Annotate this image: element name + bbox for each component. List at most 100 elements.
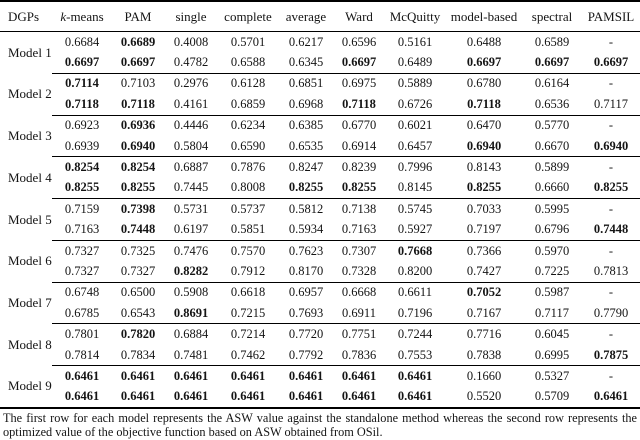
table-cell: 0.5899 <box>522 156 582 178</box>
table-cell: 0.7114 <box>52 72 112 95</box>
table-cell: 0.5709 <box>534 389 570 404</box>
table-cell: 0.5889 <box>384 72 446 95</box>
table-cell: 0.4446 <box>164 114 218 136</box>
table-row: 0.6461 0.6461 0.6461 0.6461 0.6461 0.6461 0.64… <box>0 387 640 408</box>
table-cell: - <box>582 114 640 136</box>
table-cell: 0.6697 <box>466 55 502 70</box>
table-cell: 0.6859 <box>230 96 266 111</box>
table-cell: 0.5987 <box>522 281 582 304</box>
table-cell: 0.6045 <box>522 323 582 345</box>
table-cell: 0.6457 <box>397 138 433 153</box>
table-cell: 0.6543 <box>120 305 156 320</box>
table-cell: 0.6618 <box>218 281 278 304</box>
table-cell: 0.7693 <box>288 305 324 320</box>
table-row: 0.6785 0.6543 0.8691 0.7215 0.7693 0.6911 0.71… <box>0 303 640 324</box>
table-cell: 0.8255 <box>120 180 156 195</box>
table-cell: 0.7912 <box>230 263 266 278</box>
table-cell: 0.5745 <box>384 198 446 220</box>
table-cell: 0.6670 <box>534 138 570 153</box>
table-cell: 0.7197 <box>466 222 502 237</box>
table-cell: 0.6611 <box>384 281 446 304</box>
model-group: Model 7 0.6748 0.6500 0.5908 0.6618 0.6957 0.6… <box>0 281 640 324</box>
table-cell: 0.7103 <box>112 72 164 95</box>
table-cell: 0.7876 <box>218 156 278 178</box>
column-header: PAM <box>112 1 164 32</box>
table-cell: 0.7328 <box>341 263 377 278</box>
table-cell: 0.6697 <box>593 55 629 70</box>
table-cell: 0.8143 <box>446 156 522 178</box>
table-cell: 0.5161 <box>397 34 433 49</box>
table-row: Model 6 0.7327 0.7325 0.7476 0.7570 0.7623 0.7… <box>0 239 640 268</box>
table-row: Model 8 0.7801 0.7820 0.6884 0.7214 0.7720 0.7… <box>0 323 640 352</box>
table-cell: 0.7716 <box>446 323 522 345</box>
table-cell: 0.7215 <box>230 305 266 320</box>
table-cell: 0.7327 <box>64 263 100 278</box>
table-cell: 0.6488 <box>466 34 502 49</box>
model-label: Model 6 <box>8 253 52 269</box>
table-cell: 0.6500 <box>112 281 164 304</box>
table-cell: - <box>582 239 640 262</box>
table-cell: 0.7163 <box>64 222 100 237</box>
table-cell: 0.6197 <box>173 222 209 237</box>
table-cell: - <box>582 156 640 178</box>
table-cell: 0.8247 <box>278 156 334 178</box>
table-cell: 0.8255 <box>341 180 377 195</box>
table-row: Model 7 0.6748 0.6500 0.5908 0.6618 0.6957 0.6… <box>0 281 640 310</box>
table-cell: 0.6234 <box>218 114 278 136</box>
table-cell: 0.6697 <box>534 55 570 70</box>
table-cell: 0.7838 <box>466 347 502 362</box>
table-cell: 0.6697 <box>341 55 377 70</box>
table-cell: 0.5804 <box>173 138 209 153</box>
table-cell: 0.7052 <box>446 281 522 304</box>
table-cell: 0.5701 <box>230 34 266 49</box>
table-cell: 0.7366 <box>446 239 522 262</box>
table-cell: 0.7875 <box>593 347 629 362</box>
table-cell: 0.5995 <box>522 198 582 220</box>
table-cell: 0.4161 <box>173 96 209 111</box>
table-cell: 0.7668 <box>384 239 446 262</box>
table-cell: 0.7196 <box>397 305 433 320</box>
table-row: 0.6697 0.6697 0.4782 0.6588 0.6345 0.6697 0.64… <box>0 52 640 73</box>
table-cell: 0.6697 <box>64 55 100 70</box>
table-cell: 0.7570 <box>218 239 278 262</box>
table-row: 0.7163 0.7448 0.6197 0.5851 0.5934 0.7163 0.59… <box>0 220 640 241</box>
table-cell: 0.6461 <box>288 389 324 404</box>
table-cell: - <box>608 34 614 49</box>
table-cell: 0.6770 <box>334 114 384 136</box>
table-cell: 0.5927 <box>397 222 433 237</box>
column-header: single <box>164 1 218 32</box>
model-group: Model 8 0.7801 0.7820 0.6884 0.7214 0.7720 0.7… <box>0 323 640 366</box>
table-row: 0.8255 0.8255 0.7445 0.8008 0.8255 0.8255 0.81… <box>0 178 640 199</box>
table-cell: 0.8200 <box>397 263 433 278</box>
table-cell: 0.6461 <box>52 365 112 387</box>
table-cell: 0.6939 <box>64 138 100 153</box>
table-cell: 0.6217 <box>288 34 324 49</box>
table-cell: 0.7481 <box>173 347 209 362</box>
table-cell: 0.7814 <box>64 347 100 362</box>
table-cell: 0.5812 <box>278 198 334 220</box>
table-cell: 0.8254 <box>52 156 112 178</box>
table-cell: 0.7462 <box>230 347 266 362</box>
table-cell: 0.6461 <box>218 365 278 387</box>
table-cell: 0.1660 <box>446 365 522 387</box>
table-footnote: The first row for each model represents … <box>3 411 637 439</box>
table-cell: 0.5520 <box>466 389 502 404</box>
table-row: Model 5 0.7159 0.7398 0.5731 0.5737 0.5812 0.7… <box>0 198 640 227</box>
table-cell: 0.7720 <box>278 323 334 345</box>
table-cell: 0.6536 <box>534 96 570 111</box>
table-cell: 0.6884 <box>164 323 218 345</box>
table-cell: 0.5737 <box>218 198 278 220</box>
table-cell: 0.8255 <box>64 180 100 195</box>
table-row: 0.7814 0.7834 0.7481 0.7462 0.7792 0.7836 0.75… <box>0 345 640 366</box>
table-row: Model 2 0.7114 0.7103 0.2976 0.6128 0.6851 0.6… <box>0 72 640 101</box>
table-header-row: DGPs k-means PAM single complete average Ward M… <box>0 1 640 32</box>
table-cell: - <box>582 323 640 345</box>
model-group: Model 4 0.8254 0.8254 0.6887 0.7876 0.8247 0.8… <box>0 156 640 199</box>
table-cell: 0.7118 <box>121 96 155 111</box>
table-cell: 0.6461 <box>64 389 100 404</box>
table-cell: 0.6940 <box>120 138 156 153</box>
model-label: Model 2 <box>8 86 52 102</box>
model-label: Model 7 <box>8 295 52 311</box>
column-header: model-based <box>446 1 522 32</box>
table-cell: 0.7623 <box>278 239 334 262</box>
